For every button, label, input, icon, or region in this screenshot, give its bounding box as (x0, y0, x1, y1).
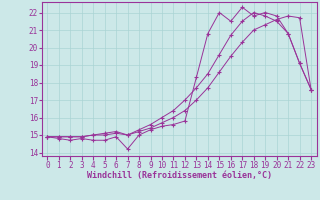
X-axis label: Windchill (Refroidissement éolien,°C): Windchill (Refroidissement éolien,°C) (87, 171, 272, 180)
